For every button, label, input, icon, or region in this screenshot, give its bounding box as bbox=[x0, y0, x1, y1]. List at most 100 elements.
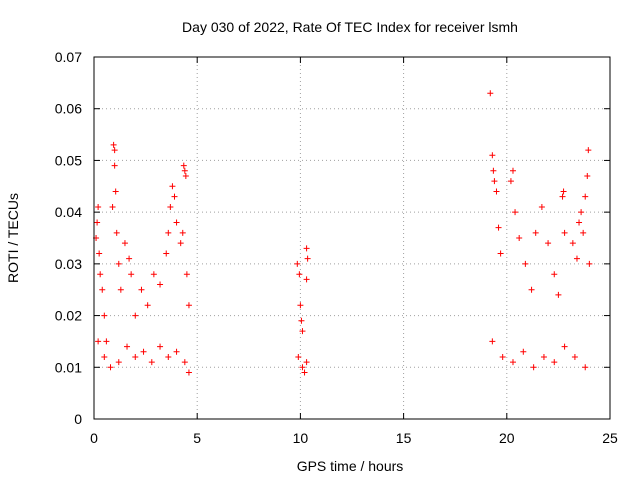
data-point bbox=[94, 219, 101, 226]
data-point bbox=[297, 302, 304, 309]
data-point bbox=[303, 245, 310, 252]
x-tick-label: 25 bbox=[602, 430, 618, 446]
data-point bbox=[115, 260, 122, 267]
data-point bbox=[101, 353, 108, 360]
data-point bbox=[99, 286, 106, 293]
data-point bbox=[111, 147, 118, 154]
data-point bbox=[580, 229, 587, 236]
data-point bbox=[576, 219, 583, 226]
data-point bbox=[180, 162, 187, 169]
data-point bbox=[132, 353, 139, 360]
data-point bbox=[497, 250, 504, 257]
y-axis-label: ROTI / TECUs bbox=[5, 193, 21, 283]
data-point bbox=[489, 338, 496, 345]
plot-frame bbox=[93, 56, 611, 420]
grid-layer bbox=[94, 57, 610, 419]
data-point bbox=[181, 359, 188, 366]
axis-ticks: 0 5 10 15 20 25 0 0.01 0.02 0.03 0.04 0.05 0.06 0.07 bbox=[55, 49, 618, 446]
data-point bbox=[491, 178, 498, 185]
data-point bbox=[578, 209, 585, 216]
x-tick-label: 0 bbox=[90, 430, 98, 446]
data-point bbox=[165, 229, 172, 236]
data-point bbox=[584, 172, 591, 179]
data-point bbox=[177, 240, 184, 247]
data-point bbox=[555, 291, 562, 298]
data-point bbox=[107, 364, 114, 371]
data-point bbox=[585, 147, 592, 154]
data-point bbox=[117, 286, 124, 293]
x-tick-label: 20 bbox=[499, 430, 515, 446]
y-tick-label: 0.06 bbox=[55, 101, 82, 117]
data-point bbox=[185, 369, 192, 376]
data-point bbox=[490, 167, 497, 174]
data-point bbox=[551, 271, 558, 278]
data-point bbox=[112, 188, 119, 195]
data-point bbox=[157, 281, 164, 288]
data-point bbox=[516, 235, 523, 241]
data-point bbox=[132, 312, 139, 319]
data-point bbox=[157, 343, 164, 350]
data-point bbox=[520, 348, 527, 355]
data-point bbox=[538, 203, 545, 210]
x-tick-label: 10 bbox=[293, 430, 309, 446]
data-point bbox=[582, 364, 589, 371]
data-point bbox=[181, 167, 188, 174]
data-point bbox=[101, 312, 108, 319]
data-point bbox=[110, 141, 117, 148]
data-point bbox=[487, 90, 494, 97]
data-point bbox=[115, 359, 122, 366]
data-point bbox=[571, 353, 578, 360]
data-point bbox=[144, 302, 151, 309]
data-point bbox=[522, 260, 529, 267]
data-point bbox=[528, 286, 535, 293]
data-point bbox=[573, 255, 580, 262]
y-tick-label: 0.04 bbox=[55, 204, 82, 220]
data-point bbox=[499, 353, 506, 360]
data-point bbox=[113, 229, 120, 236]
data-point bbox=[303, 359, 310, 366]
data-point bbox=[179, 229, 186, 236]
data-point bbox=[301, 369, 308, 376]
data-point bbox=[148, 359, 155, 366]
data-point bbox=[304, 255, 311, 262]
y-tick-label: 0 bbox=[74, 411, 82, 427]
data-point bbox=[561, 343, 568, 350]
data-point bbox=[551, 359, 558, 366]
data-point bbox=[298, 317, 305, 324]
chart-title: Day 030 of 2022, Rate Of TEC Index for r… bbox=[182, 19, 518, 35]
data-point bbox=[294, 260, 301, 267]
data-point bbox=[495, 224, 502, 231]
data-point bbox=[182, 172, 189, 179]
x-tick-label: 5 bbox=[193, 430, 201, 446]
data-point bbox=[561, 229, 568, 236]
data-point bbox=[109, 203, 116, 210]
data-point bbox=[96, 250, 103, 257]
data-point bbox=[167, 203, 174, 210]
data-point bbox=[532, 229, 539, 236]
data-point bbox=[509, 167, 516, 174]
data-point bbox=[111, 162, 118, 169]
data-point bbox=[126, 255, 133, 262]
x-tick-label: 15 bbox=[396, 430, 412, 446]
x-axis-label: GPS time / hours bbox=[297, 458, 404, 474]
data-point bbox=[530, 364, 537, 371]
data-point bbox=[586, 260, 593, 267]
y-tick-label: 0.07 bbox=[55, 49, 82, 65]
data-point bbox=[489, 152, 496, 159]
data-points bbox=[93, 90, 593, 376]
data-point bbox=[295, 353, 302, 360]
y-tick-label: 0.01 bbox=[55, 359, 82, 375]
data-point bbox=[299, 328, 306, 335]
data-point bbox=[173, 348, 180, 355]
data-point bbox=[509, 359, 516, 366]
data-point bbox=[303, 276, 310, 283]
data-point bbox=[163, 250, 170, 257]
data-point bbox=[173, 219, 180, 226]
data-point bbox=[512, 209, 519, 216]
data-point bbox=[128, 271, 135, 278]
data-point bbox=[559, 193, 566, 200]
data-point bbox=[171, 193, 178, 200]
data-point bbox=[299, 364, 306, 371]
data-point bbox=[124, 343, 131, 350]
